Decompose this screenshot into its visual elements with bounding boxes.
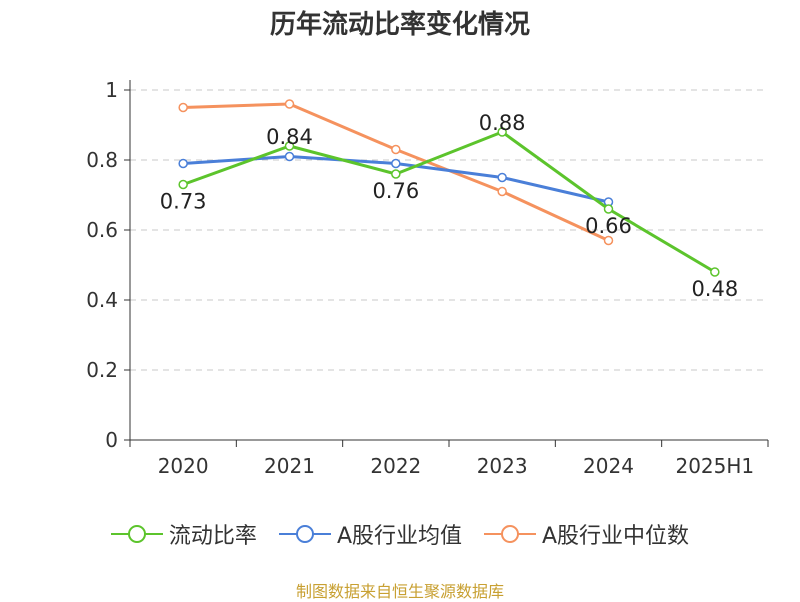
- legend-label-industry-mean: A股行业均值: [336, 524, 462, 549]
- source-note: 制图数据来自恒生聚源数据库: [295, 582, 504, 601]
- data-point-industry-mean: [391, 158, 401, 169]
- legend-item-industry-median[interactable]: A股行业中位数: [484, 518, 689, 550]
- x-tick-label: 2024: [583, 454, 634, 478]
- y-tick-label: 1: [105, 78, 118, 102]
- data-point-industry-median: [497, 186, 507, 197]
- legend-label-industry-median: A股行业中位数: [542, 524, 690, 549]
- data-point-current-ratio: [391, 169, 401, 179]
- chart-title: 历年流动比率变化情况: [269, 10, 530, 40]
- data-point-current-ratio: [497, 127, 507, 137]
- legend: 流动比率 A股行业均值 A股行业中位数: [0, 518, 800, 550]
- x-tick-label: 2020: [158, 454, 209, 478]
- x-tick-label: 2021: [264, 454, 315, 478]
- x-tick-label: 2025H1: [675, 454, 754, 478]
- data-point-industry-median: [391, 144, 401, 155]
- y-tick-label: 0.4: [86, 288, 118, 312]
- data-point-current-ratio: [603, 204, 614, 214]
- x-tick-label: 2023: [477, 454, 528, 478]
- legend-marker-current-ratio: [110, 525, 163, 543]
- data-point-industry-median: [178, 102, 188, 113]
- data-point-industry-mean: [497, 172, 507, 183]
- data-label: 0.76: [372, 179, 419, 203]
- data-label: 0.88: [479, 111, 526, 135]
- y-tick-label: 0.8: [86, 148, 118, 172]
- y-tick-label: 0: [105, 428, 118, 452]
- data-label: 0.73: [160, 190, 207, 214]
- data-label: 0.48: [691, 277, 738, 301]
- legend-marker-industry-median: [484, 525, 536, 543]
- legend-item-current-ratio[interactable]: 流动比率: [110, 518, 257, 550]
- x-tick-label: 2022: [370, 454, 421, 478]
- data-point-industry-mean: [284, 151, 295, 162]
- data-point-industry-median: [603, 235, 614, 246]
- legend-item-industry-mean[interactable]: A股行业均值: [278, 518, 462, 550]
- legend-label-current-ratio: 流动比率: [168, 524, 257, 549]
- data-point-current-ratio: [710, 267, 720, 277]
- data-point-current-ratio: [284, 141, 295, 151]
- legend-marker-industry-mean: [278, 525, 331, 543]
- data-label: 0.84: [266, 125, 313, 149]
- data-point-current-ratio: [178, 179, 188, 190]
- series-line-current-ratio: [182, 130, 716, 274]
- data-point-industry-median: [284, 99, 295, 109]
- y-tick-label: 0.2: [86, 358, 118, 382]
- y-tick-label: 0.6: [86, 218, 118, 242]
- data-label: 0.66: [585, 214, 632, 238]
- data-point-industry-mean: [178, 158, 188, 169]
